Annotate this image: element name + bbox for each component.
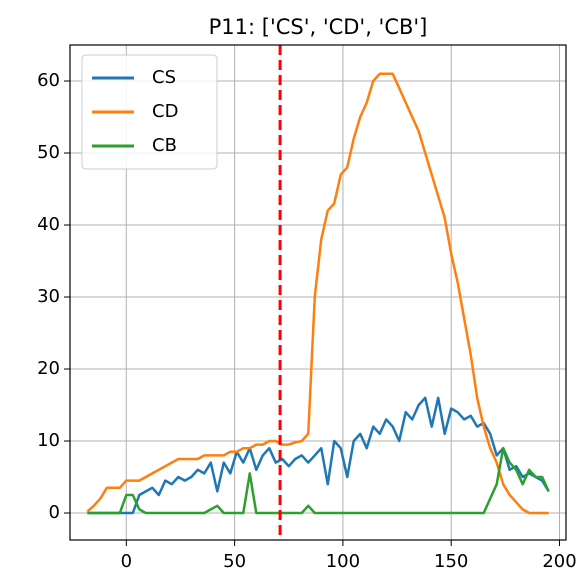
y-tick-label: 60	[37, 70, 60, 91]
series-line	[87, 396, 550, 515]
legend-label: CB	[152, 135, 177, 156]
x-tick-label: 100	[326, 551, 360, 572]
y-tick-label: 0	[49, 502, 60, 523]
legend-label: CS	[152, 67, 176, 88]
y-tick-label: 50	[37, 142, 60, 163]
plot-frame	[69, 44, 567, 541]
x-tick-label: 0	[121, 551, 132, 572]
y-tick-label: 40	[37, 214, 60, 235]
x-tick-label: 150	[434, 551, 468, 572]
x-tick-label: 200	[542, 551, 576, 572]
y-tick-label: 20	[37, 358, 60, 379]
x-tick-label: 50	[223, 551, 246, 572]
series-line	[87, 446, 550, 515]
legend-box	[81, 54, 218, 170]
y-tick-label: 10	[37, 430, 60, 451]
y-tick-label: 30	[37, 286, 60, 307]
series-line	[86, 72, 549, 515]
chart-title: P11: ['CS', 'CD', 'CB']	[209, 15, 428, 39]
legend-label: CD	[152, 101, 178, 122]
